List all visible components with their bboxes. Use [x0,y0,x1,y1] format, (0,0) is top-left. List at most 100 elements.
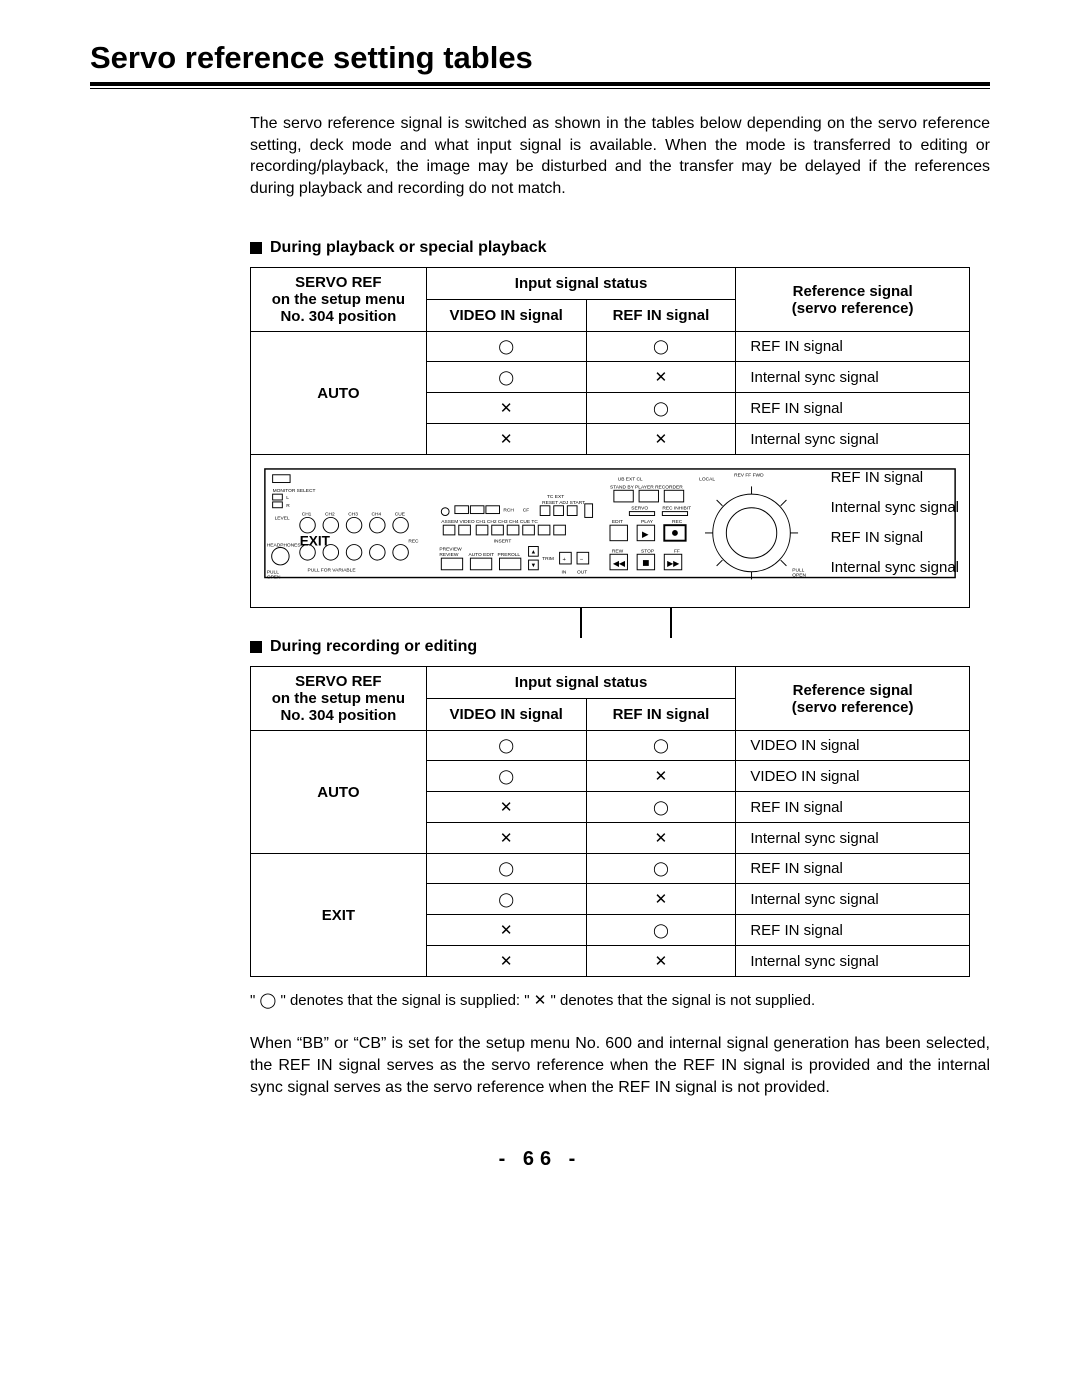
svg-text:CH2: CH2 [325,512,335,518]
cell: ✕ [426,424,586,455]
svg-text:◀◀: ◀◀ [613,559,626,568]
cell: ◯ [586,393,736,424]
svg-text:EXIT: EXIT [300,534,331,549]
cell-exit: EXIT [251,854,427,977]
svg-text:PLAY: PLAY [641,520,654,526]
svg-text:CH4: CH4 [372,512,382,518]
cell: ◯ [586,731,736,761]
svg-text:HEADPHONES: HEADPHONES [267,543,301,549]
svg-text:LEVEL: LEVEL [275,516,290,522]
bullet-icon [250,242,262,254]
svg-text:INSERT: INSERT [494,539,512,545]
th-refin: REF IN signal [586,300,736,332]
title-rule-heavy [90,82,990,86]
cell-out: VIDEO IN signal [736,731,970,761]
svg-text:UB EXT CL: UB EXT CL [618,477,643,483]
svg-text:REC INHIBIT: REC INHIBIT [662,506,691,512]
svg-text:CF: CF [523,508,529,514]
svg-text:CH1: CH1 [302,512,312,518]
svg-text:LOCAL: LOCAL [699,477,715,483]
cell: ✕ [586,823,736,854]
cell: ✕ [426,946,586,977]
svg-text:−: − [580,557,584,563]
th-video: VIDEO IN signal [426,699,586,731]
bullet-icon [250,641,262,653]
cell-auto: AUTO [251,731,427,854]
svg-text:PREROLL: PREROLL [498,553,521,559]
cell: ✕ [426,393,586,424]
cell: ✕ [426,792,586,823]
cell: ◯ [426,731,586,761]
cell: ◯ [426,362,586,393]
cell: ◯ [426,884,586,915]
th-refsig: Reference signal (servo reference) [736,667,970,731]
svg-text:▲: ▲ [531,550,537,556]
cell: ◯ [586,915,736,946]
deck-overlay-outputs: REF IN signal Internal sync signal REF I… [831,463,959,583]
svg-text:▼: ▼ [531,563,537,569]
svg-text:L: L [286,495,289,501]
table-playback: SERVO REF on the setup menu No. 304 posi… [250,267,970,608]
cell: ◯ [586,792,736,823]
section-heading-recording: During recording or editing [250,638,990,656]
cell: ✕ [586,946,736,977]
svg-text:REW: REW [612,549,624,555]
th-input-status: Input signal status [426,268,736,300]
cell-out: Internal sync signal [736,424,970,455]
svg-text:EDIT: EDIT [612,520,623,526]
cell-out: REF IN signal [736,332,970,362]
cell-out: Internal sync signal [736,362,970,393]
svg-text:SERVO: SERVO [631,506,648,512]
cell: ✕ [586,362,736,393]
svg-text:STAND BY PLAYER RECORDER: STAND BY PLAYER RECORDER [610,485,683,491]
svg-text:REC: REC [408,539,419,545]
th-input-status: Input signal status [426,667,736,699]
cell: ✕ [586,761,736,792]
th-refin: REF IN signal [586,699,736,731]
svg-text:REVIEW: REVIEW [439,553,458,559]
svg-text:CH3: CH3 [348,512,358,518]
cell: ◯ [426,854,586,884]
svg-text:OUT: OUT [577,570,587,576]
page-number: - 66 - [90,1148,990,1171]
svg-text:STOP: STOP [641,549,654,555]
section-heading-text: During recording or editing [270,638,477,655]
cell: ✕ [586,884,736,915]
cell: ✕ [426,915,586,946]
footnote-paragraph: When “BB” or “CB” is set for the setup m… [250,1033,990,1098]
intro-paragraph: The servo reference signal is switched a… [250,113,990,199]
title-rule-thin [90,88,990,89]
svg-text:IN: IN [562,570,567,576]
cell: ✕ [426,823,586,854]
deck-diagram-cell: MONITOR SELECT L R LEVEL CH1 CH2 CH3 CH4… [251,455,970,608]
svg-text:FF: FF [674,549,680,555]
cell-out: Internal sync signal [736,823,970,854]
svg-text:OPEN: OPEN [267,575,281,581]
table-recording: SERVO REF on the setup menu No. 304 posi… [250,666,970,977]
cell-auto: AUTO [251,332,427,455]
svg-text:▶▶: ▶▶ [667,559,680,568]
cell: ✕ [586,424,736,455]
cell-out: REF IN signal [736,854,970,884]
svg-text:+: + [562,557,566,563]
svg-text:AUTO EDIT: AUTO EDIT [468,553,494,559]
cell-out: REF IN signal [736,915,970,946]
page-title: Servo reference setting tables [90,40,990,76]
cell-out: REF IN signal [736,393,970,424]
cell-out: REF IN signal [736,792,970,823]
svg-text:PULL FOR VARIABLE: PULL FOR VARIABLE [308,568,357,574]
cell-out: Internal sync signal [736,946,970,977]
section-heading-text: During playback or special playback [270,239,547,256]
legend-text: " ◯ " denotes that the signal is supplie… [250,991,990,1009]
th-servo: SERVO REF on the setup menu No. 304 posi… [251,667,427,731]
svg-text:PREVIEW: PREVIEW [439,547,462,553]
th-video: VIDEO IN signal [426,300,586,332]
section-heading-playback: During playback or special playback [250,239,990,257]
svg-text:RESET ADJ START: RESET ADJ START [542,500,585,506]
cell: ◯ [586,332,736,362]
cell: ◯ [586,854,736,884]
th-servo: SERVO REF on the setup menu No. 304 posi… [251,268,427,332]
cell-out: VIDEO IN signal [736,761,970,792]
svg-text:ASSEM VIDEO CH1 CH2 CH3 CH4 CU: ASSEM VIDEO CH1 CH2 CH3 CH4 CUE TC [441,520,538,526]
cell: ◯ [426,761,586,792]
